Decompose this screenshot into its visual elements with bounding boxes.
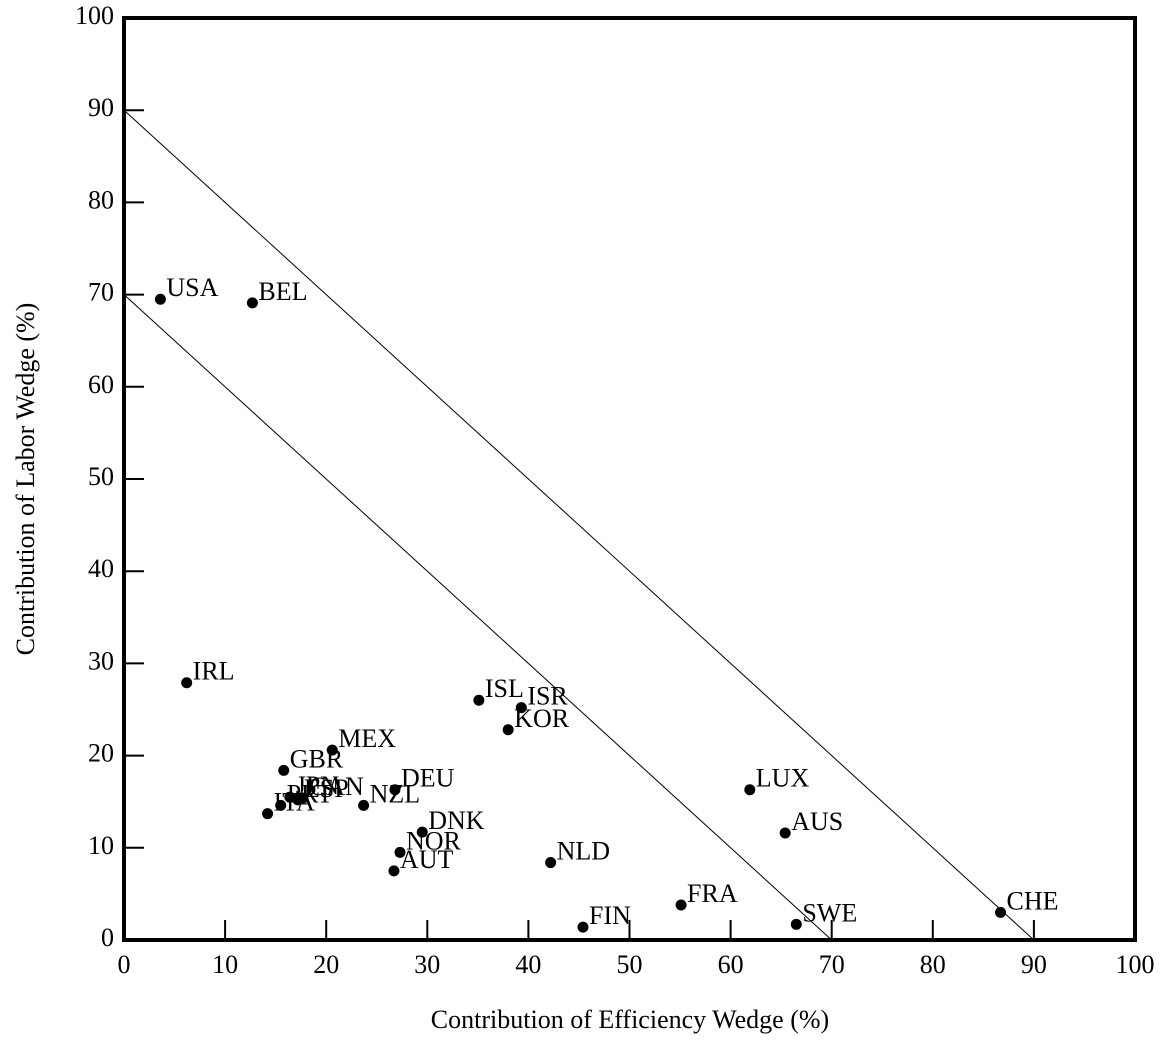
x-axis-label: Contribution of Efficiency Wedge (%) [431,1005,829,1034]
point-label: PRT [287,779,333,808]
point [389,784,401,796]
point [790,918,802,930]
point [577,921,589,933]
point [394,846,406,858]
point [675,899,687,911]
point [326,744,338,756]
y-tick-label: 100 [75,1,114,30]
y-tick-label: 80 [88,185,114,214]
x-tick-label: 60 [718,950,744,979]
x-tick-label: 0 [118,950,131,979]
point [181,677,193,689]
point-label: SWE [802,898,857,927]
x-tick-label: 40 [515,950,541,979]
y-tick-label: 60 [88,370,114,399]
y-tick-label: 10 [88,831,114,860]
point [416,826,428,838]
point [388,865,400,877]
point-label: AUT [400,845,454,874]
point-label: LUX [756,764,810,793]
x-tick-label: 100 [1116,950,1155,979]
point-label: MEX [338,724,396,753]
point [246,297,258,309]
x-tick-label: 90 [1021,950,1047,979]
reference-line [123,109,1035,941]
y-axis-label: Contribution of Labor Wedge (%) [11,303,40,656]
point-label: FRA [687,879,738,908]
y-tick-label: 20 [88,739,114,768]
y-tick-label: 90 [88,93,114,122]
point-label: FIN [589,901,631,930]
point [275,799,287,811]
x-tick-label: 70 [819,950,845,979]
point [995,906,1007,918]
y-tick-label: 30 [88,646,114,675]
point [154,293,166,305]
point [473,694,485,706]
point-label: USA [166,273,218,302]
point-label: CHE [1007,886,1059,915]
point [278,764,290,776]
point [744,784,756,796]
x-tick-label: 50 [617,950,643,979]
point-label: ISR [527,682,568,711]
point [262,808,274,820]
point [515,702,527,714]
x-tick-label: 30 [414,950,440,979]
point-label: NLD [557,837,610,866]
point-label: NOR [406,826,462,855]
point [502,724,514,736]
point-label: GBR [290,744,344,773]
x-tick-label: 10 [212,950,238,979]
point-label: ITA [274,788,315,817]
y-tick-label: 0 [101,923,114,952]
y-tick-label: 50 [88,462,114,491]
point-label: ISL [485,674,524,703]
point [545,857,557,869]
point [779,827,791,839]
point-label: AUS [791,807,843,836]
y-tick-label: 70 [88,278,114,307]
y-tick-label: 40 [88,554,114,583]
point [297,792,309,804]
x-tick-label: 80 [920,950,946,979]
point [358,799,370,811]
point-label: IRL [193,657,235,686]
x-tick-label: 20 [313,950,339,979]
point-label: DEU [401,764,455,793]
point-label: CAN [309,772,364,801]
point-label: ESP [304,774,349,803]
reference-line [123,294,833,941]
point-label: DNK [428,806,485,835]
point-label: BEL [258,277,307,306]
point-label: KOR [514,704,570,733]
